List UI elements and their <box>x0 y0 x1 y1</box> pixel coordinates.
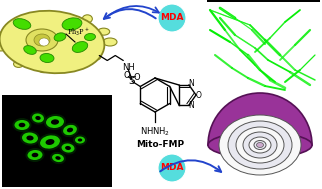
Ellipse shape <box>103 38 117 46</box>
Ellipse shape <box>0 31 9 38</box>
Text: O: O <box>124 71 131 80</box>
Ellipse shape <box>35 116 41 120</box>
Ellipse shape <box>55 156 61 160</box>
Ellipse shape <box>91 52 101 60</box>
Ellipse shape <box>84 33 96 40</box>
Ellipse shape <box>13 118 32 132</box>
Ellipse shape <box>75 136 85 143</box>
Ellipse shape <box>27 150 43 160</box>
Text: NH: NH <box>122 63 135 72</box>
Ellipse shape <box>73 135 87 146</box>
Ellipse shape <box>0 43 7 51</box>
Ellipse shape <box>26 29 58 51</box>
Bar <box>2 95 112 187</box>
Ellipse shape <box>72 42 88 52</box>
Ellipse shape <box>44 114 66 130</box>
Text: NHNH$_2$: NHNH$_2$ <box>140 126 170 139</box>
Ellipse shape <box>51 119 59 125</box>
Ellipse shape <box>82 15 92 23</box>
Ellipse shape <box>236 127 284 163</box>
Ellipse shape <box>228 121 292 169</box>
Ellipse shape <box>254 140 266 149</box>
Text: O: O <box>196 91 202 99</box>
Ellipse shape <box>63 125 77 135</box>
Ellipse shape <box>13 19 31 29</box>
Ellipse shape <box>71 62 83 70</box>
Ellipse shape <box>52 154 64 162</box>
Ellipse shape <box>61 123 79 137</box>
Text: O: O <box>134 73 141 82</box>
Ellipse shape <box>78 138 82 142</box>
Ellipse shape <box>32 153 38 157</box>
Ellipse shape <box>62 18 82 30</box>
Text: Ph$_3$P$^+$: Ph$_3$P$^+$ <box>67 26 90 38</box>
Ellipse shape <box>0 11 104 73</box>
Ellipse shape <box>62 143 74 153</box>
Ellipse shape <box>50 152 66 164</box>
Text: MDA: MDA <box>160 13 184 22</box>
Ellipse shape <box>20 130 40 146</box>
Wedge shape <box>208 93 312 145</box>
Ellipse shape <box>22 132 38 143</box>
Ellipse shape <box>243 132 277 158</box>
Ellipse shape <box>98 28 110 35</box>
Ellipse shape <box>19 19 29 27</box>
Ellipse shape <box>257 143 263 147</box>
Text: MDA: MDA <box>160 163 184 173</box>
Ellipse shape <box>25 148 44 162</box>
Ellipse shape <box>40 53 54 63</box>
Circle shape <box>158 4 186 32</box>
Ellipse shape <box>249 137 271 153</box>
Ellipse shape <box>54 33 66 41</box>
Ellipse shape <box>46 116 64 128</box>
Ellipse shape <box>26 136 33 140</box>
Ellipse shape <box>14 60 24 67</box>
Ellipse shape <box>24 46 36 54</box>
Ellipse shape <box>67 128 73 132</box>
Ellipse shape <box>60 141 76 155</box>
Text: N: N <box>188 101 194 111</box>
Ellipse shape <box>14 120 30 130</box>
Ellipse shape <box>19 123 25 127</box>
Ellipse shape <box>38 133 62 151</box>
Ellipse shape <box>38 12 50 19</box>
Text: Mito-FMP: Mito-FMP <box>136 140 184 149</box>
Ellipse shape <box>32 113 44 122</box>
Ellipse shape <box>39 38 49 46</box>
Ellipse shape <box>38 66 48 73</box>
Ellipse shape <box>34 34 50 46</box>
Text: S: S <box>128 75 135 85</box>
Bar <box>207 0 320 2</box>
Circle shape <box>158 154 186 182</box>
Ellipse shape <box>40 135 60 149</box>
Text: N: N <box>188 80 194 88</box>
Ellipse shape <box>30 112 46 125</box>
Ellipse shape <box>219 115 301 175</box>
Ellipse shape <box>65 146 71 150</box>
Ellipse shape <box>45 139 54 145</box>
Ellipse shape <box>208 132 312 158</box>
